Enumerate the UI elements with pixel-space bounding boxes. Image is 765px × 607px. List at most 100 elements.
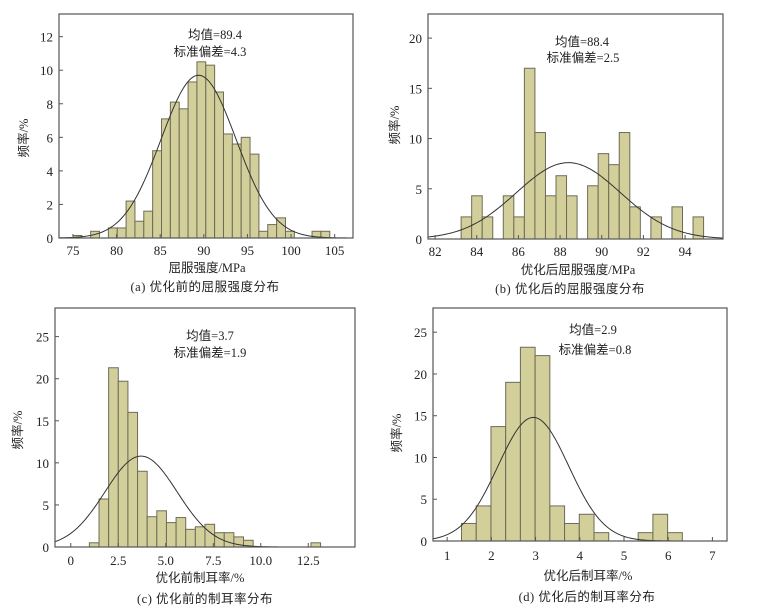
y-tick-label: 20 [409, 31, 422, 46]
x-tick-label: 1 [444, 548, 451, 563]
x-tick-label: 6 [665, 548, 672, 563]
histogram-bar [652, 513, 669, 542]
x-tick-label: 2.5 [110, 553, 126, 568]
y-tick-label: 2 [47, 197, 54, 212]
histogram-bar [475, 505, 492, 542]
y-tick-label: 15 [414, 409, 427, 424]
x-tick-label: 3 [532, 548, 539, 563]
histogram-bar [169, 101, 180, 239]
panel-caption: (d) 优化后的制耳率分布 [519, 589, 656, 604]
y-axis-label: 频率/% [16, 119, 31, 158]
normal-fit-curve [58, 74, 354, 239]
histogram-bar [178, 108, 189, 239]
y-tick-label: 0 [43, 540, 50, 555]
y-tick-label: 10 [36, 456, 49, 471]
histogram-bar [629, 206, 641, 240]
histogram-bar [587, 185, 599, 240]
x-tick-label: 100 [281, 243, 301, 258]
y-axis-label: 频率/% [387, 106, 402, 145]
histogram-bar [175, 517, 187, 548]
x-tick-label: 2 [488, 548, 495, 563]
mean-annotation: 均值=89.4 [188, 27, 243, 42]
normal-fit-curve [427, 162, 724, 239]
y-tick-label: 25 [414, 325, 427, 340]
histogram-bar [534, 132, 546, 240]
panel-b: 82 84 86 88 90 92 94 0 5 10 15 20 优化后屈服强度/MPa 频率/% (b)… [387, 13, 724, 296]
y-tick-label: 8 [47, 97, 54, 112]
histogram-bar [490, 426, 507, 542]
histogram-bar [152, 150, 163, 239]
y-tick-label: 5 [421, 492, 428, 507]
std-annotation: 标准偏差=0.8 [559, 342, 632, 357]
histogram-bar [593, 532, 610, 542]
histogram-bar [107, 227, 118, 239]
x-tick-label: 0 [68, 553, 75, 568]
x-tick-label: 88 [554, 244, 567, 259]
histogram-bar [564, 522, 580, 542]
y-tick-label: 4 [47, 164, 54, 179]
mean-annotation: 均值=3.7 [186, 328, 234, 343]
histogram-bar [549, 505, 566, 542]
histogram-bar [196, 61, 207, 239]
histogram-bar [618, 132, 631, 240]
y-tick-label: 5 [416, 182, 423, 197]
plot-frame [58, 13, 354, 239]
histogram-bar [471, 195, 483, 240]
y-tick-label: 10 [409, 132, 422, 147]
histogram-bar [194, 526, 206, 548]
histogram-bar [165, 522, 177, 548]
histogram-bar [240, 136, 251, 239]
histogram-bar [671, 206, 683, 240]
histogram-bar [523, 67, 536, 240]
x-tick-label: 80 [110, 243, 123, 258]
histogram-bar [461, 522, 477, 542]
x-tick-label: 5.0 [158, 553, 174, 568]
x-tick-label: 82 [429, 244, 442, 259]
x-tick-label: 7.5 [205, 553, 221, 568]
x-tick-label: 92 [637, 244, 650, 259]
histogram-bar [137, 470, 148, 548]
panel-d: 1 2 3 4 5 6 7 0 5 10 15 20 25 优化后制耳率/% 频率/% (d) 优化后的制耳率… [389, 307, 728, 604]
histogram-bar [223, 532, 235, 548]
y-tick-label: 5 [43, 498, 50, 513]
histogram-bar [513, 216, 525, 240]
y-tick-label: 25 [36, 330, 49, 345]
histogram-bar [117, 380, 129, 548]
histogram-bar [98, 498, 110, 548]
histogram-bar [505, 381, 521, 542]
histogram-bar [156, 510, 167, 548]
x-tick-label: 75 [66, 243, 79, 258]
x-axis-label: 优化后屈服强度/MPa [521, 262, 636, 277]
histogram-bar [608, 164, 620, 240]
histogram-bar [534, 355, 551, 542]
histogram-bar [578, 513, 595, 542]
x-tick-label: 7 [709, 548, 716, 563]
histogram-bar [267, 224, 278, 239]
x-tick-label: 84 [470, 244, 484, 259]
y-tick-label: 15 [409, 81, 422, 96]
y-axis-label: 频率/% [389, 414, 404, 453]
y-tick-label: 10 [40, 63, 53, 78]
histogram-bar [134, 220, 145, 239]
histogram-bar [222, 133, 233, 239]
y-axis-label: 频率/% [10, 411, 25, 450]
y-tick-label: 20 [414, 367, 427, 382]
histogram-bar [310, 542, 322, 548]
panel-caption: (b) 优化后的屈服强度分布 [495, 281, 645, 296]
histogram-bar [161, 118, 171, 239]
x-tick-label: 12.5 [297, 553, 320, 568]
histogram-bar [566, 195, 578, 240]
y-tick-label: 0 [421, 534, 428, 549]
x-tick-label: 5 [621, 548, 628, 563]
x-axis-label: 屈服强度/MPa [168, 260, 246, 275]
histogram-bar [544, 195, 557, 240]
y-tick-label: 15 [36, 414, 49, 429]
y-tick-label: 0 [47, 231, 54, 246]
x-axis-label: 优化前制耳率/% [156, 570, 245, 585]
histogram-bar [185, 528, 196, 548]
x-tick-label: 94 [679, 244, 693, 259]
histogram-bar [187, 81, 198, 239]
y-tick-label: 0 [416, 232, 423, 247]
x-tick-label: 105 [325, 243, 345, 258]
